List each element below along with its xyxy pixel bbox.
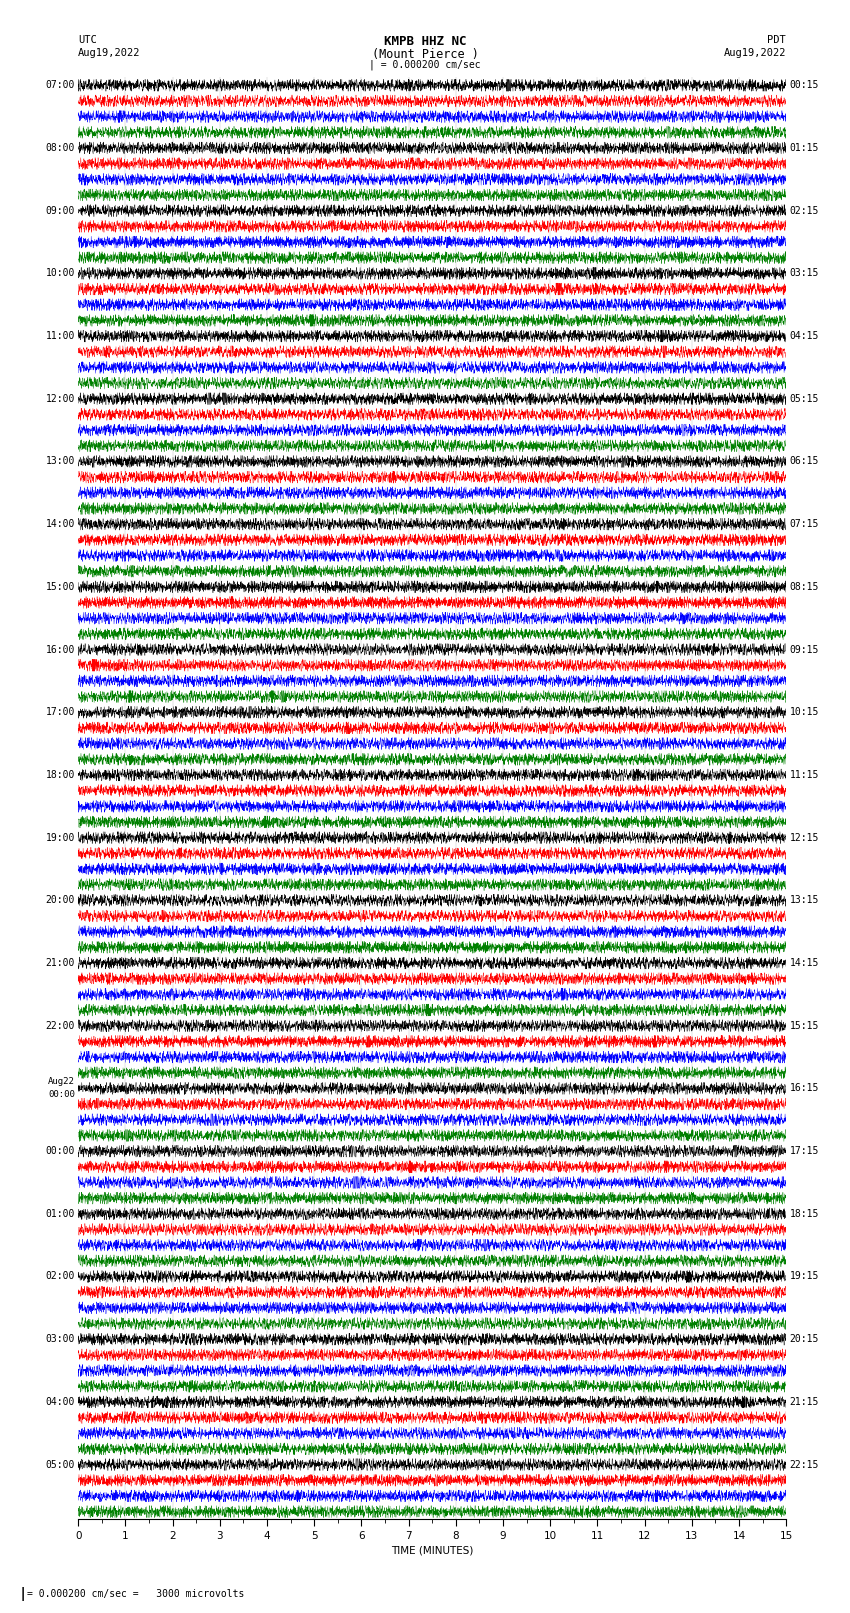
Text: (Mount Pierce ): (Mount Pierce ) (371, 48, 479, 61)
Text: Aug19,2022: Aug19,2022 (78, 48, 141, 58)
Text: 18:15: 18:15 (790, 1208, 819, 1219)
Text: 10:15: 10:15 (790, 706, 819, 718)
Text: 02:15: 02:15 (790, 205, 819, 216)
Text: 15:15: 15:15 (790, 1021, 819, 1031)
Text: 08:00: 08:00 (45, 144, 75, 153)
Text: 02:00: 02:00 (45, 1271, 75, 1281)
Text: 17:00: 17:00 (45, 706, 75, 718)
Text: KMPB HHZ NC: KMPB HHZ NC (383, 35, 467, 48)
Text: 13:00: 13:00 (45, 456, 75, 466)
Text: 22:00: 22:00 (45, 1021, 75, 1031)
Text: 18:00: 18:00 (45, 769, 75, 781)
Text: 10:00: 10:00 (45, 268, 75, 279)
Text: 01:00: 01:00 (45, 1208, 75, 1219)
Text: 16:15: 16:15 (790, 1084, 819, 1094)
Text: 06:15: 06:15 (790, 456, 819, 466)
Text: 00:00: 00:00 (45, 1147, 75, 1157)
Text: 11:15: 11:15 (790, 769, 819, 781)
Text: 14:15: 14:15 (790, 958, 819, 968)
Text: 14:00: 14:00 (45, 519, 75, 529)
Text: 19:00: 19:00 (45, 832, 75, 842)
Text: 00:15: 00:15 (790, 81, 819, 90)
Text: 09:00: 09:00 (45, 205, 75, 216)
Text: 11:00: 11:00 (45, 331, 75, 340)
Text: 00:00: 00:00 (48, 1090, 75, 1100)
X-axis label: TIME (MINUTES): TIME (MINUTES) (391, 1545, 473, 1555)
Text: UTC: UTC (78, 35, 97, 45)
Text: 16:00: 16:00 (45, 645, 75, 655)
Text: PDT: PDT (768, 35, 786, 45)
Text: | = 0.000200 cm/sec: | = 0.000200 cm/sec (369, 60, 481, 71)
Text: 21:00: 21:00 (45, 958, 75, 968)
Text: 05:00: 05:00 (45, 1460, 75, 1469)
Text: |: | (19, 1587, 27, 1600)
Text: 09:15: 09:15 (790, 645, 819, 655)
Text: 12:00: 12:00 (45, 394, 75, 403)
Text: Aug19,2022: Aug19,2022 (723, 48, 786, 58)
Text: = 0.000200 cm/sec =   3000 microvolts: = 0.000200 cm/sec = 3000 microvolts (27, 1589, 245, 1598)
Text: 19:15: 19:15 (790, 1271, 819, 1281)
Text: 13:15: 13:15 (790, 895, 819, 905)
Text: 15:00: 15:00 (45, 582, 75, 592)
Text: 20:00: 20:00 (45, 895, 75, 905)
Text: 07:15: 07:15 (790, 519, 819, 529)
Text: 07:00: 07:00 (45, 81, 75, 90)
Text: 04:00: 04:00 (45, 1397, 75, 1407)
Text: 20:15: 20:15 (790, 1334, 819, 1344)
Text: 21:15: 21:15 (790, 1397, 819, 1407)
Text: 01:15: 01:15 (790, 144, 819, 153)
Text: 08:15: 08:15 (790, 582, 819, 592)
Text: 12:15: 12:15 (790, 832, 819, 842)
Text: 17:15: 17:15 (790, 1147, 819, 1157)
Text: 03:00: 03:00 (45, 1334, 75, 1344)
Text: Aug22: Aug22 (48, 1077, 75, 1087)
Text: 22:15: 22:15 (790, 1460, 819, 1469)
Text: 05:15: 05:15 (790, 394, 819, 403)
Text: 03:15: 03:15 (790, 268, 819, 279)
Text: 04:15: 04:15 (790, 331, 819, 340)
